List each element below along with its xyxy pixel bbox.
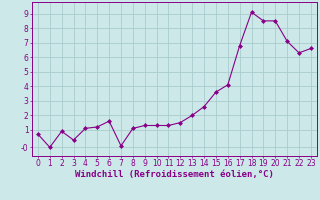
X-axis label: Windchill (Refroidissement éolien,°C): Windchill (Refroidissement éolien,°C)	[75, 170, 274, 179]
